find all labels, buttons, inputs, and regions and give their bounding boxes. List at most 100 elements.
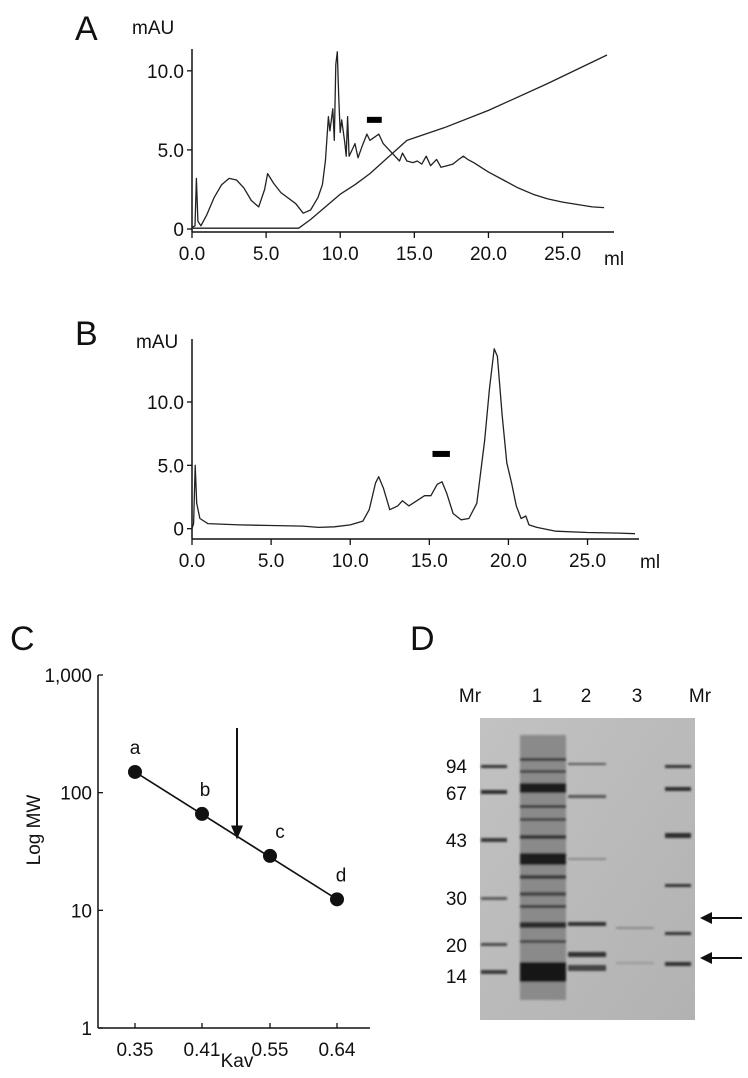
lane-1-band (520, 758, 566, 761)
y-tick-label: 1,000 (44, 666, 92, 687)
lane-1-band (520, 835, 566, 839)
marker-band-30-right (665, 884, 691, 887)
chart-c: Log MW Kav 1 10 100 1,000 0.35 0.41 0.55 0.64 a b… (24, 666, 370, 1072)
data-point-a (128, 764, 142, 779)
lane-label-2: 2 (581, 686, 592, 707)
lane-2-band (568, 795, 606, 798)
panel-a-letter: A (75, 10, 98, 48)
arrow-upper-head (700, 912, 712, 924)
point-label-b: b (200, 780, 211, 801)
x-tick-label: 0.0 (179, 244, 205, 265)
x-tick-label: 20.0 (490, 551, 527, 572)
x-tick-label: 0.41 (184, 1040, 221, 1061)
series-line-absorbance (191, 51, 605, 228)
y-tick-label: 1 (81, 1019, 92, 1040)
lane-2-band (568, 922, 606, 926)
mw-label-94: 94 (446, 757, 468, 778)
marker-band-20 (481, 943, 507, 946)
fraction-marker (366, 116, 382, 123)
marker-band-94-right (665, 765, 691, 768)
chart-b: mAU ml 0.0 5.0 10.0 15.0 20.0 25.0 0 5.0 10.0 (136, 332, 660, 573)
gel-image: Mr 1 2 3 Mr 94 67 43 30 20 14 (446, 686, 742, 1020)
marker-band-67 (481, 790, 507, 794)
marker-band-43 (481, 838, 507, 842)
chart-a: mAU ml 0.0 5.0 10.0 15.0 20.0 25.0 0 5.0 10.0 (132, 18, 624, 270)
chart-b-xlabel: ml (640, 552, 660, 573)
x-tick-label: 25.0 (569, 551, 606, 572)
lane-1-band (520, 962, 566, 982)
panel-d-letter: D (410, 620, 435, 658)
lane-1-band (520, 805, 566, 808)
gel-bands (481, 735, 691, 1000)
mw-label-67: 67 (446, 784, 467, 805)
lane-1-smear (520, 735, 566, 1000)
marker-band-20-right (665, 932, 691, 935)
marker-band-14 (481, 970, 507, 974)
x-tick-label: 15.0 (411, 551, 448, 572)
x-tick-label: 15.0 (396, 244, 433, 265)
x-tick-label: 0.64 (319, 1040, 356, 1061)
lane-2-band (568, 965, 606, 971)
point-label-d: d (336, 865, 347, 886)
panel-c-letter: C (10, 620, 35, 658)
x-tick-label: 10.0 (332, 551, 369, 572)
lane-3-band (616, 962, 654, 964)
lane-1-band (520, 892, 566, 896)
data-point-b (195, 806, 209, 821)
point-label-a: a (130, 738, 141, 759)
lane-3-band (616, 927, 654, 929)
marker-band-94 (481, 765, 507, 768)
x-tick-label: 25.0 (544, 244, 581, 265)
lane-1-band (520, 940, 566, 943)
band-arrows (700, 912, 742, 964)
lane-label-3: 3 (632, 686, 643, 707)
x-tick-label: 5.0 (253, 244, 279, 265)
fraction-marker (432, 450, 450, 457)
lane-2-band (568, 952, 606, 957)
lane-1-band (520, 875, 566, 879)
y-tick-label: 0 (173, 520, 184, 541)
series-line-absorbance (191, 348, 636, 535)
lane-1-band (520, 818, 566, 821)
chart-c-ylabel: Log MW (24, 795, 45, 866)
panel-b-letter: B (75, 315, 98, 353)
lane-label-1: 1 (532, 686, 543, 707)
lane-label-mr-right: Mr (689, 686, 712, 707)
mw-label-20: 20 (446, 936, 467, 957)
mw-label-14: 14 (446, 967, 468, 988)
data-point-d (330, 892, 344, 907)
x-tick-label: 0.0 (179, 551, 205, 572)
x-tick-label: 0.35 (117, 1040, 154, 1061)
y-tick-label: 0 (173, 220, 184, 241)
marker-band-67-right (665, 787, 691, 791)
lane-label-mr-left: Mr (459, 686, 482, 707)
lane-1-band (520, 783, 566, 793)
y-tick-label: 10 (71, 901, 92, 922)
series-line-gradient (192, 54, 608, 229)
chart-a-ylabel: mAU (132, 18, 174, 39)
y-tick-label: 5.0 (158, 141, 184, 162)
point-label-c: c (275, 822, 285, 843)
chart-b-ylabel: mAU (136, 332, 178, 353)
x-tick-label: 0.55 (252, 1040, 289, 1061)
data-point-c (263, 848, 277, 863)
chart-a-xlabel: ml (604, 249, 624, 270)
lane-1-band (520, 922, 566, 928)
x-tick-label: 5.0 (258, 551, 284, 572)
marker-band-14-right (665, 962, 691, 966)
lane-1-band (520, 853, 566, 865)
lane-2-band (568, 858, 606, 860)
marker-band-30 (481, 897, 507, 900)
mw-label-43: 43 (446, 831, 467, 852)
x-tick-label: 10.0 (322, 244, 359, 265)
lane-2-band (568, 763, 606, 765)
marker-band-43-right (665, 833, 691, 838)
chart-c-xlabel: Kav (221, 1051, 254, 1072)
y-tick-label: 10.0 (147, 393, 184, 414)
lane-1-band (520, 770, 566, 773)
lane-1-band (520, 905, 566, 908)
mw-label-30: 30 (446, 889, 467, 910)
y-tick-label: 5.0 (158, 456, 184, 477)
x-tick-label: 20.0 (470, 244, 507, 265)
